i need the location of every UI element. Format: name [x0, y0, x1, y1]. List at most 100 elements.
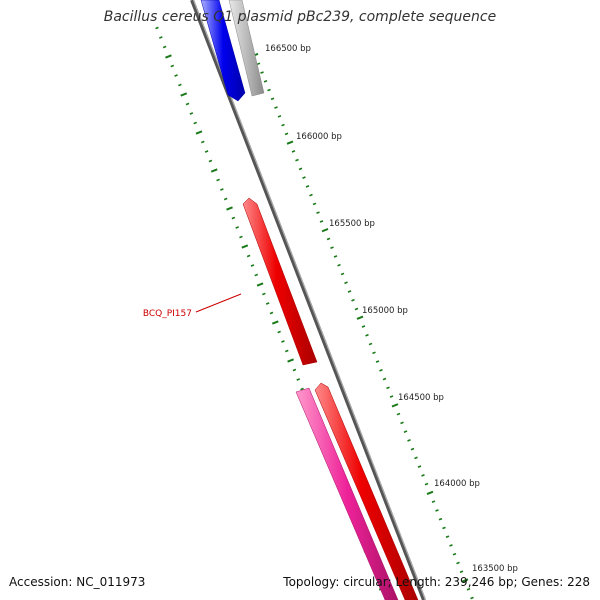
- minor-tick: [159, 36, 163, 39]
- minor-tick: [442, 526, 446, 530]
- backbone: [190, 0, 427, 600]
- blue-gene-feature[interactable]: [200, 0, 246, 102]
- minor-tick: [305, 185, 310, 188]
- pink-gene-feature[interactable]: [295, 387, 399, 600]
- minor-tick: [263, 79, 268, 83]
- major-tick: [195, 130, 203, 135]
- minor-tick: [295, 158, 299, 162]
- minor-tick: [185, 102, 190, 106]
- minor-tick: [459, 570, 464, 574]
- minor-tick: [216, 178, 220, 182]
- minor-tick: [155, 26, 159, 30]
- minor-tick: [277, 330, 281, 334]
- minor-tick: [333, 255, 338, 258]
- topology-text: Topology: circular; Length: 239,246 bp; …: [283, 575, 590, 589]
- scale-label: 164500 bp: [398, 393, 444, 403]
- minor-tick: [379, 368, 383, 372]
- feature-label-bcq-pi157[interactable]: BCQ_PI157: [143, 309, 192, 319]
- scale-label: 164000 bp: [434, 479, 480, 489]
- map-title: Bacillus cereus Q1 plasmid pBc239, compl…: [103, 9, 497, 25]
- minor-tick: [337, 263, 341, 267]
- minor-tick: [351, 298, 355, 302]
- major-tick: [287, 358, 294, 363]
- minor-tick: [330, 246, 334, 250]
- minor-tick: [421, 474, 425, 477]
- minor-tick: [231, 216, 236, 220]
- minor-tick: [292, 368, 297, 372]
- minor-tick: [417, 465, 422, 468]
- minor-tick: [431, 500, 436, 504]
- minor-tick: [466, 587, 471, 591]
- major-tick: [286, 140, 294, 145]
- minor-tick: [284, 132, 289, 136]
- minor-tick: [193, 121, 197, 125]
- minor-tick: [267, 88, 271, 92]
- minor-tick: [262, 292, 266, 296]
- minor-tick: [162, 45, 167, 49]
- accession-text: Accession: NC_011973: [9, 575, 146, 589]
- minor-tick: [309, 193, 313, 197]
- minor-tick: [449, 544, 453, 547]
- minor-tick: [340, 272, 345, 276]
- minor-tick: [470, 596, 474, 600]
- minor-tick: [361, 325, 366, 328]
- minor-tick: [296, 378, 301, 381]
- minor-tick: [316, 211, 320, 215]
- minor-tick: [347, 290, 352, 293]
- minor-tick: [270, 97, 275, 101]
- minor-tick: [170, 64, 175, 68]
- minor-tick: [291, 150, 296, 153]
- minor-tick: [281, 340, 285, 343]
- major-tick: [356, 315, 364, 320]
- major-tick: [226, 206, 233, 211]
- minor-tick: [382, 377, 387, 381]
- red-gene-feature-lower[interactable]: [314, 382, 419, 600]
- scale-label: 163500 bp: [472, 564, 518, 574]
- feature-callout-line: [195, 293, 242, 313]
- scale-label: 166500 bp: [265, 44, 311, 54]
- minor-tick: [403, 430, 408, 433]
- minor-tick: [260, 71, 264, 74]
- minor-tick: [254, 273, 259, 277]
- minor-tick: [344, 281, 348, 285]
- minor-tick: [220, 188, 224, 191]
- minor-tick: [201, 140, 205, 144]
- scale-labels: 166500 bp 166000 bp 165500 bp 165000 bp 1645…: [265, 44, 518, 574]
- minor-tick: [239, 235, 243, 239]
- minor-tick: [386, 386, 390, 390]
- minor-tick: [456, 561, 460, 565]
- minor-tick: [302, 176, 306, 179]
- minor-tick: [368, 342, 373, 346]
- grey-gene-feature[interactable]: [228, 0, 265, 97]
- minor-tick: [414, 456, 418, 460]
- minor-tick: [281, 123, 285, 127]
- minor-tick: [424, 482, 429, 486]
- minor-tick: [326, 237, 331, 241]
- major-tick: [426, 490, 434, 496]
- minor-tick: [178, 83, 182, 87]
- minor-tick: [400, 421, 404, 425]
- major-tick: [256, 282, 264, 287]
- minor-tick: [274, 106, 278, 109]
- major-tick: [321, 228, 329, 233]
- minor-tick: [438, 517, 443, 521]
- minor-tick: [365, 333, 369, 337]
- minor-tick: [375, 360, 380, 363]
- minor-tick: [284, 349, 289, 353]
- minor-tick: [396, 412, 401, 416]
- major-tick: [180, 92, 188, 97]
- minor-tick: [319, 220, 324, 223]
- minor-tick: [246, 254, 251, 258]
- minor-tick: [300, 387, 304, 391]
- scale-label: 165500 bp: [329, 219, 375, 229]
- major-tick: [241, 244, 249, 249]
- major-tick: [461, 578, 469, 583]
- minor-tick: [372, 351, 376, 355]
- minor-tick: [250, 264, 255, 267]
- red-gene-feature-bcq-pi157[interactable]: [242, 197, 318, 366]
- minor-tick: [189, 112, 194, 115]
- minor-tick: [445, 535, 450, 539]
- minor-tick: [354, 307, 359, 311]
- minor-tick: [256, 62, 261, 66]
